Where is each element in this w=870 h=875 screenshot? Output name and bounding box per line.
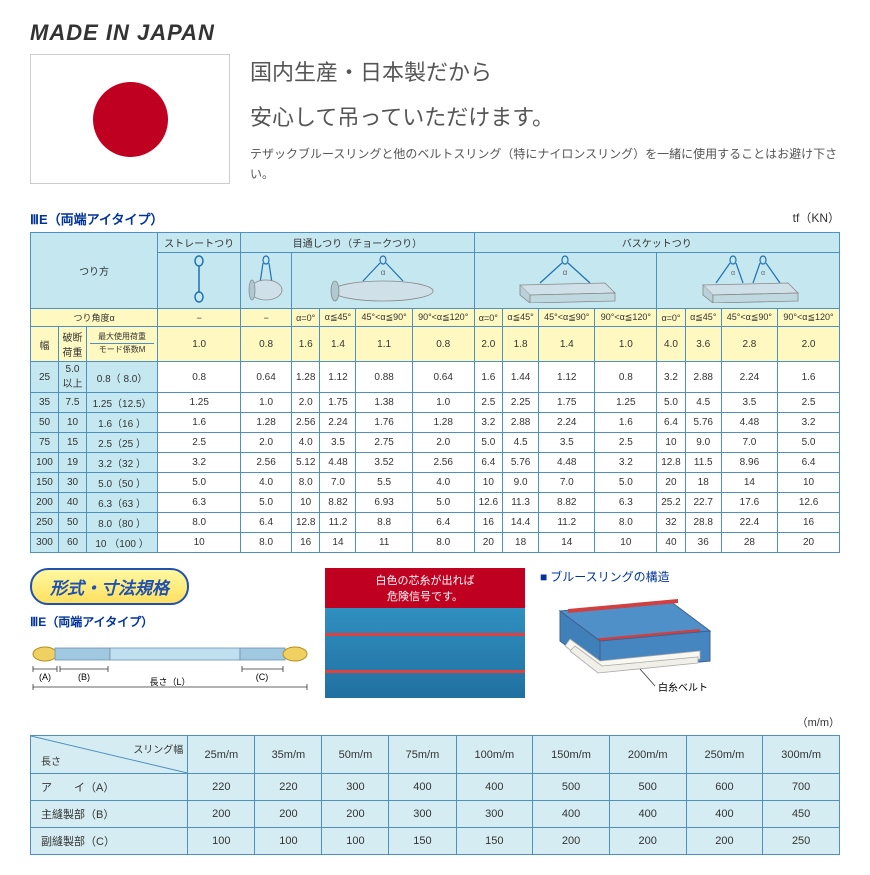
warning-box: 白色の芯糸が出れば危険信号です。 (325, 568, 525, 698)
table-row: 副縫製部（C）100100100150150200200200250 (31, 828, 840, 855)
diagram-basket-1: α (474, 253, 657, 309)
structure-diagram: 白糸ベルト (540, 591, 720, 701)
headline-2: 安心して吊っていただけます。 (250, 100, 840, 135)
format-area: 形式・寸法規格 ⅢE（両端アイタイプ） (A) (B) (C) 長さ（L） (30, 568, 310, 697)
flag-area: MADE IN JAPAN (30, 20, 230, 184)
table1-unit: tf（KN） (793, 209, 840, 228)
angle-label: つり角度α (31, 309, 158, 327)
method-1: ストレートつり (158, 233, 241, 253)
svg-text:α: α (761, 270, 765, 277)
load-table: つり方 ストレートつり 目通しつり（チョークつり） バスケットつり α α αα… (30, 232, 840, 553)
method-label: つり方 (31, 233, 158, 309)
diagram-choke-1 (241, 253, 292, 309)
headline-1: 国内生産・日本製だから (250, 55, 840, 90)
warning-image (325, 608, 525, 698)
dimension-table: スリング幅長さ 25m/m35m/m50m/m75m/m100m/m150m/m… (30, 735, 840, 855)
svg-text:α: α (731, 270, 735, 277)
header-text: 国内生産・日本製だから 安心して吊っていただけます。 テザックブルースリングと他… (250, 20, 840, 184)
table-row: 100193.2（32 ）3.22.565.124.483.522.566.45… (31, 453, 840, 473)
warning-label: 白色の芯糸が出れば危険信号です。 (325, 568, 525, 608)
structure-title: ブルースリングの構造 (540, 568, 840, 585)
table-row: ア イ（A）220220300400400500500600700 (31, 774, 840, 801)
format-badge: 形式・寸法規格 (30, 568, 189, 605)
table-row: 255.0以上0.8（ 8.0）0.80.641.281.120.880.641… (31, 362, 840, 393)
header-section: MADE IN JAPAN 国内生産・日本製だから 安心して吊っていただけます。… (30, 20, 840, 184)
svg-text:α: α (563, 268, 568, 277)
sling-diagram: ⅢE（両端アイタイプ） (A) (B) (C) 長さ（L） (30, 613, 310, 697)
method-3: バスケットつり (474, 233, 839, 253)
table-row: 75152.5（25 ）2.52.04.03.52.752.05.04.53.5… (31, 433, 840, 453)
method-2: 目通しつり（チョークつり） (241, 233, 474, 253)
table1-title-row: ⅢE（両端アイタイプ） tf（KN） (30, 209, 840, 228)
diagram-straight (158, 253, 241, 309)
table1-title: ⅢE（両端アイタイプ） (30, 209, 163, 228)
mode-label: 最大使用荷重モード係数M (87, 327, 158, 362)
table-row: 主縫製部（B）200200200300300400400400450 (31, 801, 840, 828)
table-row: 50101.6（16 ）1.61.282.562.241.761.283.22.… (31, 413, 840, 433)
break-label: 破断荷重 (59, 327, 87, 362)
t2-corner: スリング幅長さ (31, 736, 188, 774)
diagram-choke-2: α (291, 253, 474, 309)
diagram-basket-2: αα (657, 253, 840, 309)
svg-text:長さ（L）: 長さ（L） (149, 677, 190, 687)
table-row: 3006010 （100 ）108.01614118.0201814104036… (31, 533, 840, 553)
table2-unit: （m/m） (30, 714, 840, 730)
table-row: 357.51.25（12.5）1.251.02.01.751.381.02.52… (31, 393, 840, 413)
japan-flag (30, 54, 230, 184)
svg-text:白糸ベルト: 白糸ベルト (658, 681, 708, 694)
svg-text:α: α (380, 268, 385, 277)
svg-text:(B): (B) (78, 672, 90, 682)
svg-text:(A): (A) (39, 672, 51, 682)
table-row: 250508.0（80 ）8.06.412.811.28.86.41614.41… (31, 513, 840, 533)
structure-box: ブルースリングの構造 白糸ベルト (540, 568, 840, 704)
svg-text:(C): (C) (256, 672, 269, 682)
mid-section: 形式・寸法規格 ⅢE（両端アイタイプ） (A) (B) (C) 長さ（L） 白色 (30, 568, 840, 704)
table-row: 150305.0（50 ）5.04.08.07.05.54.0109.07.05… (31, 473, 840, 493)
width-label: 幅 (31, 327, 59, 362)
table-row: 200406.3（63 ）6.35.0108.826.935.012.611.3… (31, 493, 840, 513)
type-label: ⅢE（両端アイタイプ） (30, 613, 310, 630)
made-in-label: MADE IN JAPAN (30, 20, 230, 46)
header-subtext: テザックブルースリングと他のベルトスリング（特にナイロンスリング）を一緒に使用す… (250, 145, 840, 183)
